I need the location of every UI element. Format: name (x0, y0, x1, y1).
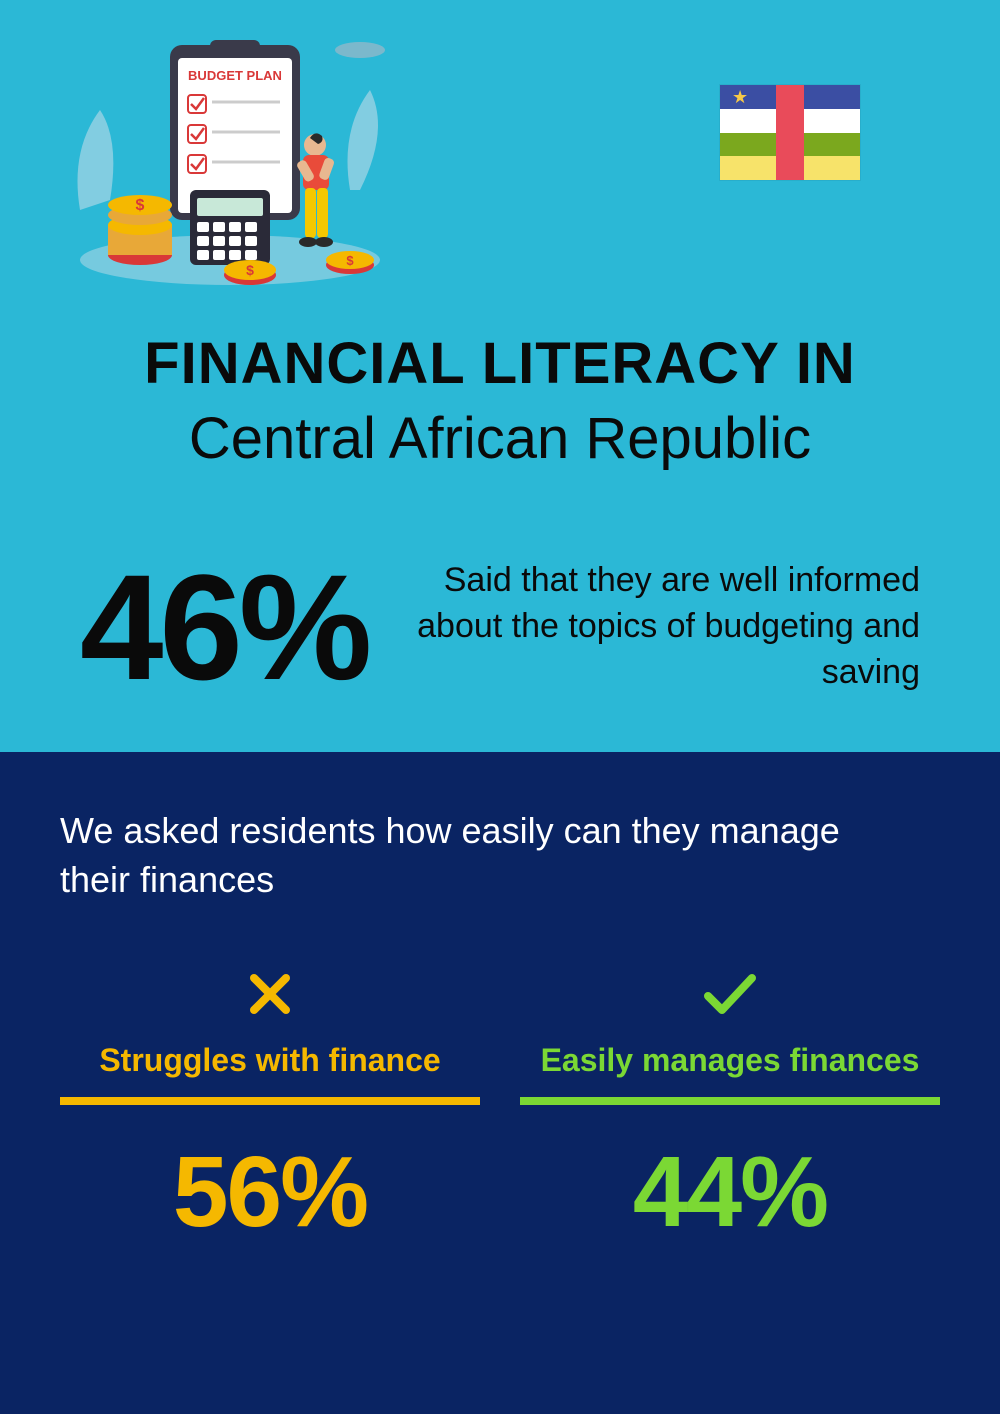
struggles-percent: 56% (60, 1135, 480, 1250)
infographic-page: BUDGET PLAN (0, 0, 1000, 1414)
manages-column: Easily manages finances 44% (520, 964, 940, 1250)
top-section: BUDGET PLAN (0, 0, 1000, 752)
budget-illustration: BUDGET PLAN (60, 30, 400, 290)
manages-label: Easily manages finances (520, 1042, 940, 1079)
flag-star-icon: ★ (732, 87, 748, 108)
svg-text:$: $ (246, 262, 254, 278)
header-row: BUDGET PLAN (60, 30, 940, 290)
main-stat-row: 46% Said that they are well informed abo… (60, 552, 940, 702)
manages-divider (520, 1097, 940, 1105)
manages-percent: 44% (520, 1135, 940, 1250)
struggles-label: Struggles with finance (60, 1042, 480, 1079)
svg-text:$: $ (346, 253, 354, 268)
struggles-column: Struggles with finance 56% (60, 964, 480, 1250)
budget-plan-label: BUDGET PLAN (188, 68, 282, 83)
svg-text:$: $ (136, 197, 145, 214)
check-icon (520, 964, 940, 1024)
survey-question: We asked residents how easily can they m… (60, 807, 860, 904)
title-line1: FINANCIAL LITERACY IN (60, 330, 940, 397)
struggles-divider (60, 1097, 480, 1105)
main-stat-description: Said that they are well informed about t… (398, 558, 920, 696)
bottom-section: We asked residents how easily can they m… (0, 752, 1000, 1414)
title-block: FINANCIAL LITERACY IN Central African Re… (60, 330, 940, 472)
main-stat-percent: 46% (80, 552, 368, 702)
cross-icon (60, 964, 480, 1024)
car-flag: ★ (720, 85, 860, 180)
title-line2: Central African Republic (60, 405, 940, 472)
comparison-row: Struggles with finance 56% Easily manage… (60, 964, 940, 1250)
